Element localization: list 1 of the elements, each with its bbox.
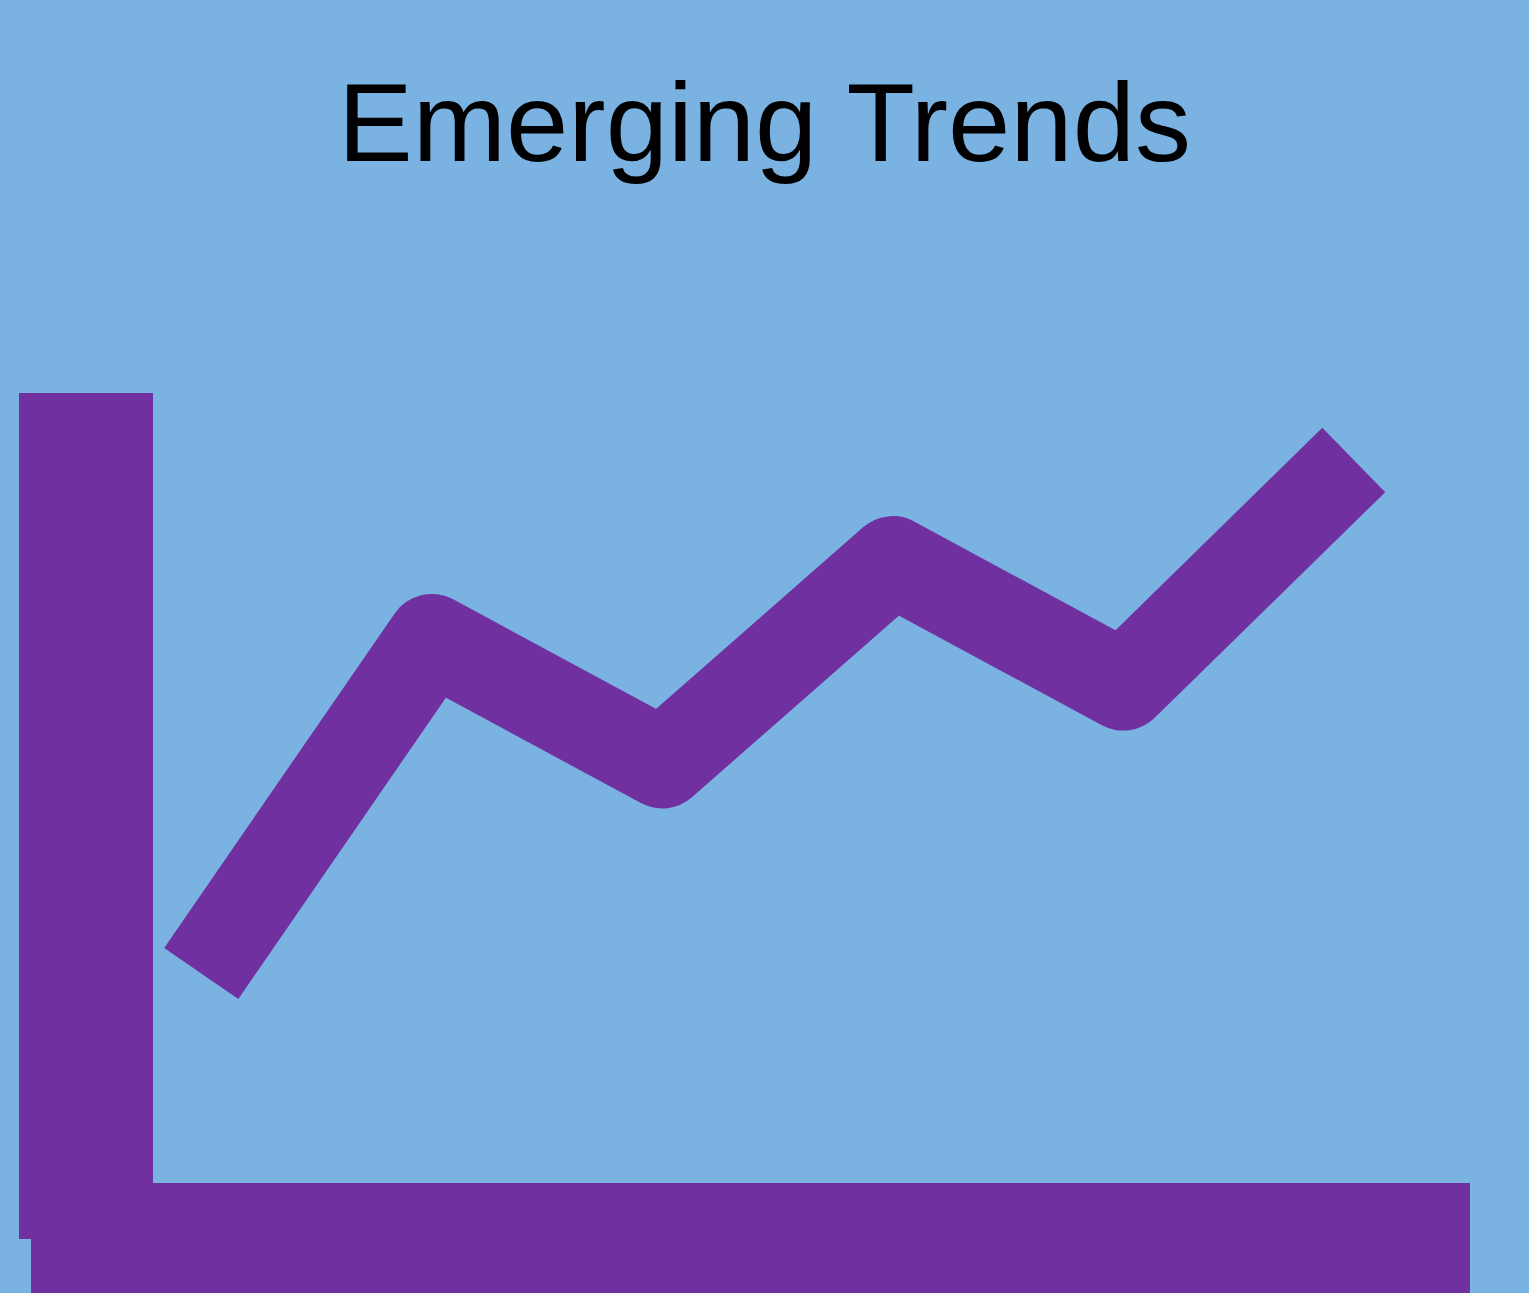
chart-title: Emerging Trends (337, 59, 1192, 187)
